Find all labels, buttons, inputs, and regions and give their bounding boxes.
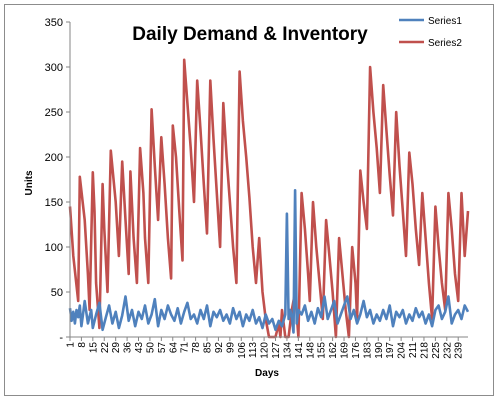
y-tick-label: 100 [45, 242, 63, 254]
x-tick-label: 106 [237, 342, 248, 359]
x-tick-label: 1 [66, 342, 77, 348]
y-tick-label: 200 [45, 152, 63, 164]
y-tick-label: 150 [45, 197, 63, 209]
x-tick-label: 183 [362, 342, 373, 359]
x-tick-label: 36 [123, 342, 134, 354]
x-tick-label: 211 [408, 342, 419, 358]
x-tick-label: 71 [180, 342, 191, 354]
x-tick-label: 162 [328, 342, 339, 359]
x-tick-label: 8 [77, 342, 88, 348]
x-tick-label: 85 [203, 342, 214, 354]
y-tick-label: 350 [45, 17, 63, 29]
y-axis-tick-labels: - 50 100 150 200 250 300 350 [45, 17, 64, 344]
y-tick-label: 50 [51, 287, 63, 299]
y-tick-label: 300 [45, 62, 63, 74]
chart-title: Daily Demand & Inventory [132, 24, 368, 45]
x-tick-label: 134 [282, 342, 293, 359]
legend-label-series2: Series2 [428, 38, 462, 49]
series-lines [68, 58, 470, 339]
x-tick-label: 57 [157, 342, 168, 354]
x-tick-label: 176 [351, 342, 362, 359]
x-axis-ticks [69, 337, 459, 341]
x-tick-label: 232 [442, 342, 453, 359]
x-tick-label: 155 [317, 342, 328, 359]
x-tick-label: 64 [168, 342, 179, 354]
x-axis-label: Days [255, 368, 279, 379]
x-tick-label: 99 [225, 342, 236, 354]
y-tick-label: 250 [45, 107, 63, 119]
x-tick-label: 15 [88, 342, 99, 354]
x-tick-label: 225 [431, 342, 442, 359]
x-tick-label: 148 [305, 342, 316, 359]
chart-legend: Series1 Series2 [399, 16, 462, 49]
x-tick-label: 29 [111, 342, 122, 354]
y-axis-ticks [66, 21, 70, 338]
x-axis-tick-labels: 1 8 15 22 29 36 43 50 57 64 71 78 85 92 99 106 113 120 127… [66, 342, 465, 359]
x-tick-label: 127 [271, 342, 282, 359]
x-tick-label: 50 [145, 342, 156, 354]
x-tick-label: 78 [191, 342, 202, 354]
x-tick-label: 92 [214, 342, 225, 354]
x-tick-label: 141 [294, 342, 305, 359]
x-tick-label: 169 [340, 342, 351, 359]
x-tick-label: 239 [454, 342, 465, 359]
x-tick-label: 204 [397, 342, 408, 359]
series-line-series1 [68, 189, 470, 334]
series-line-series2 [68, 58, 470, 339]
x-tick-label: 218 [419, 342, 430, 359]
y-tick-label: - [59, 332, 63, 344]
legend-label-series1: Series1 [428, 16, 462, 27]
y-axis-label: Units [24, 170, 35, 195]
x-tick-label: 190 [374, 342, 385, 359]
x-tick-label: 22 [100, 342, 111, 354]
x-tick-label: 197 [385, 342, 396, 359]
x-tick-label: 113 [248, 342, 259, 358]
x-tick-label: 43 [134, 342, 145, 354]
x-tick-label: 120 [260, 342, 271, 359]
